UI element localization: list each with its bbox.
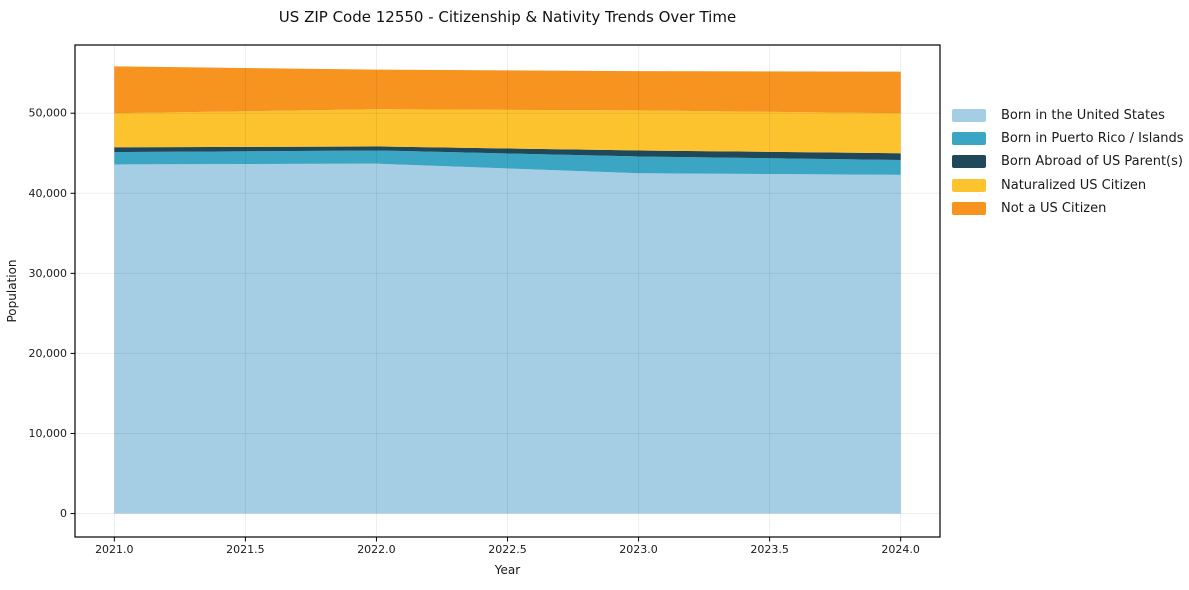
y-tick-label: 20,000 bbox=[29, 347, 68, 360]
legend-item-label: Naturalized US Citizen bbox=[1001, 177, 1147, 193]
x-tick-label: 2023.0 bbox=[619, 543, 658, 556]
y-tick-label: 0 bbox=[60, 507, 67, 520]
x-tick-label: 2021.0 bbox=[95, 543, 134, 556]
legend-swatch-icon bbox=[952, 201, 986, 215]
legend-item-label: Born in the United States bbox=[1001, 108, 1165, 124]
x-axis-label: Year bbox=[494, 563, 520, 577]
x-tick-label: 2023.5 bbox=[750, 543, 789, 556]
y-tick-label: 50,000 bbox=[29, 107, 68, 120]
legend-item-label: Born Abroad of US Parent(s) bbox=[1001, 154, 1183, 170]
area-series-not-a-us-citizen bbox=[114, 66, 901, 114]
x-tick-label: 2024.0 bbox=[881, 543, 920, 556]
legend-swatch-icon bbox=[952, 178, 986, 192]
y-tick-label: 30,000 bbox=[29, 267, 68, 280]
legend-item-naturalized-us-citizen: Naturalized US Citizen bbox=[952, 174, 1184, 197]
y-tick-label: 40,000 bbox=[29, 187, 68, 200]
y-axis-label: Population bbox=[5, 259, 19, 322]
legend-item-label: Born in Puerto Rico / Islands bbox=[1001, 131, 1184, 147]
x-tick-label: 2021.5 bbox=[226, 543, 265, 556]
area-series-naturalized-us-citizen bbox=[114, 109, 901, 154]
legend-swatch-icon bbox=[952, 155, 986, 169]
x-tick-label: 2022.5 bbox=[488, 543, 527, 556]
legend-item-born-in-puerto-rico-islands: Born in Puerto Rico / Islands bbox=[952, 127, 1184, 150]
legend-item-born-abroad-of-us-parent-s: Born Abroad of US Parent(s) bbox=[952, 150, 1184, 173]
area-series-born-in-the-united-states bbox=[114, 163, 901, 514]
legend-item-label: Not a US Citizen bbox=[1001, 200, 1107, 216]
y-tick-label: 10,000 bbox=[29, 427, 68, 440]
x-tick-label: 2022.0 bbox=[357, 543, 396, 556]
legend-swatch-icon bbox=[952, 132, 986, 146]
area-series-born-in-puerto-rico-islands bbox=[114, 150, 901, 175]
legend: Born in the United States Born in Puerto … bbox=[952, 104, 1184, 220]
chart-title: US ZIP Code 12550 - Citizenship & Nativi… bbox=[278, 8, 737, 26]
legend-item-not-a-us-citizen: Not a US Citizen bbox=[952, 197, 1184, 220]
area-series-born-abroad-of-us-parent-s bbox=[114, 146, 901, 161]
legend-item-born-in-the-united-states: Born in the United States bbox=[952, 104, 1184, 127]
legend-swatch-icon bbox=[952, 109, 986, 123]
